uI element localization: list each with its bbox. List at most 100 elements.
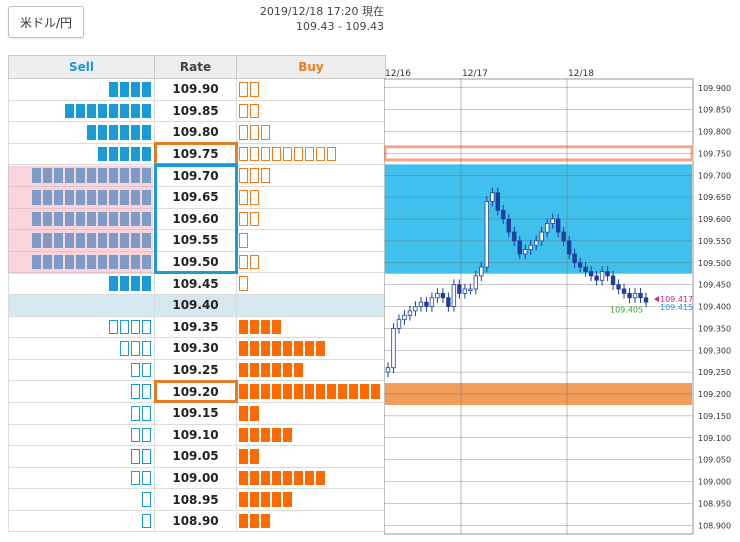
candle-body (506, 218, 511, 233)
sell-order-block (32, 168, 41, 183)
sell-order-block (131, 103, 140, 119)
price-chart: 109.900 109.850 109.800 109.750 109.700 109.6… (384, 69, 731, 535)
sell-order-block (98, 103, 107, 119)
candle-body (424, 301, 429, 307)
x-tick-label: 12/17 (462, 69, 488, 79)
book-row: 109.55 (8, 229, 386, 252)
candle-body (616, 284, 621, 290)
candle-body (550, 218, 555, 224)
sell-order-block (43, 233, 52, 248)
buy-order-block (239, 405, 248, 421)
sell-order-block (142, 513, 151, 529)
buy-order-block (250, 405, 259, 421)
sell-order-block (43, 211, 52, 227)
sell-order-block (65, 211, 74, 227)
candle-body (599, 271, 605, 281)
currency-pair-selector[interactable]: 米ドル/円 (8, 6, 84, 38)
sell-order-block (120, 211, 129, 227)
sell-cell (8, 142, 155, 166)
candle-body (473, 275, 479, 290)
candle-body (484, 201, 490, 268)
sell-order-block (65, 254, 74, 270)
y-tick-label: 109.600 (698, 215, 731, 224)
rate-cell: 109.05 (154, 445, 237, 468)
sell-cell (8, 250, 155, 274)
candle-body (588, 271, 594, 277)
sell-order-block (131, 146, 140, 162)
buy-order-block (250, 362, 259, 378)
sell-order-block (98, 211, 107, 227)
buy-cell (236, 337, 386, 360)
sell-order-block (65, 168, 74, 183)
rate-cell: 109.30 (154, 337, 237, 360)
sell-order-block (142, 319, 151, 335)
candle-body (418, 301, 424, 307)
sell-order-block (142, 168, 151, 183)
sell-column-header: Sell (8, 55, 155, 79)
book-row: 109.45 (8, 272, 386, 295)
candle-body (402, 314, 407, 321)
candle-body (561, 231, 566, 242)
book-row: 109.40 (8, 293, 386, 317)
candle-body (490, 192, 495, 202)
book-row: 109.80 (8, 121, 386, 144)
book-row: 109.25 (8, 358, 386, 382)
buy-order-block (272, 384, 281, 399)
sell-order-block (109, 189, 118, 205)
sell-order-block (65, 233, 74, 248)
book-row: 109.75 (8, 142, 386, 166)
sell-order-block (87, 103, 96, 119)
buy-order-block (250, 470, 259, 486)
buy-cell (236, 164, 386, 187)
buy-order-block (239, 168, 248, 183)
sell-cell (8, 488, 155, 511)
sell-cell (8, 121, 155, 144)
buy-order-block (239, 513, 248, 529)
buy-cell (236, 445, 386, 468)
sell-cell (8, 509, 155, 533)
sell-order-block (142, 341, 151, 356)
sell-order-block (109, 125, 118, 140)
sell-order-block (76, 233, 85, 248)
sell-order-block (87, 254, 96, 270)
sell-order-block (131, 405, 140, 421)
buy-order-block (272, 362, 281, 378)
buy-order-block (239, 125, 248, 140)
candle-body (539, 231, 544, 242)
buy-order-block (272, 470, 281, 486)
buy-order-block (261, 362, 270, 378)
book-row: 109.65 (8, 185, 386, 209)
book-row: 109.60 (8, 207, 386, 231)
buy-order-block (250, 82, 259, 97)
buy-order-block (250, 341, 259, 356)
y-tick-label: 109.900 (698, 84, 731, 93)
candle-body (391, 327, 396, 369)
sell-order-block (120, 276, 129, 291)
candle-body (396, 319, 402, 329)
buy-cell (236, 423, 386, 447)
buy-order-block (327, 146, 336, 162)
buy-order-block (283, 427, 292, 443)
sell-order-block (32, 233, 41, 248)
buy-order-block (250, 168, 259, 183)
y-tick-label: 108.900 (698, 521, 731, 530)
rate-cell: 109.00 (154, 466, 237, 490)
sell-order-block (87, 125, 96, 140)
buy-cell (236, 380, 386, 403)
rate-cell: 109.10 (154, 423, 237, 447)
book-row: 109.30 (8, 337, 386, 360)
buy-cell (236, 358, 386, 382)
y-tick-label: 109.350 (698, 324, 731, 333)
sell-order-block (131, 276, 140, 291)
sell-order-block (142, 211, 151, 227)
sell-order-block (120, 189, 129, 205)
y-tick-label: 109.450 (698, 281, 731, 290)
buy-order-block (239, 276, 248, 291)
sell-order-block (43, 189, 52, 205)
order-book-table: Sell Rate Buy 109.90 109.85 109.80 109.75 10… (8, 55, 386, 533)
sell-order-block (142, 470, 151, 486)
candle-body (572, 253, 577, 264)
sell-cell (8, 272, 155, 295)
y-tick-label: 109.750 (698, 149, 731, 158)
rate-cell: 109.40 (154, 293, 237, 317)
